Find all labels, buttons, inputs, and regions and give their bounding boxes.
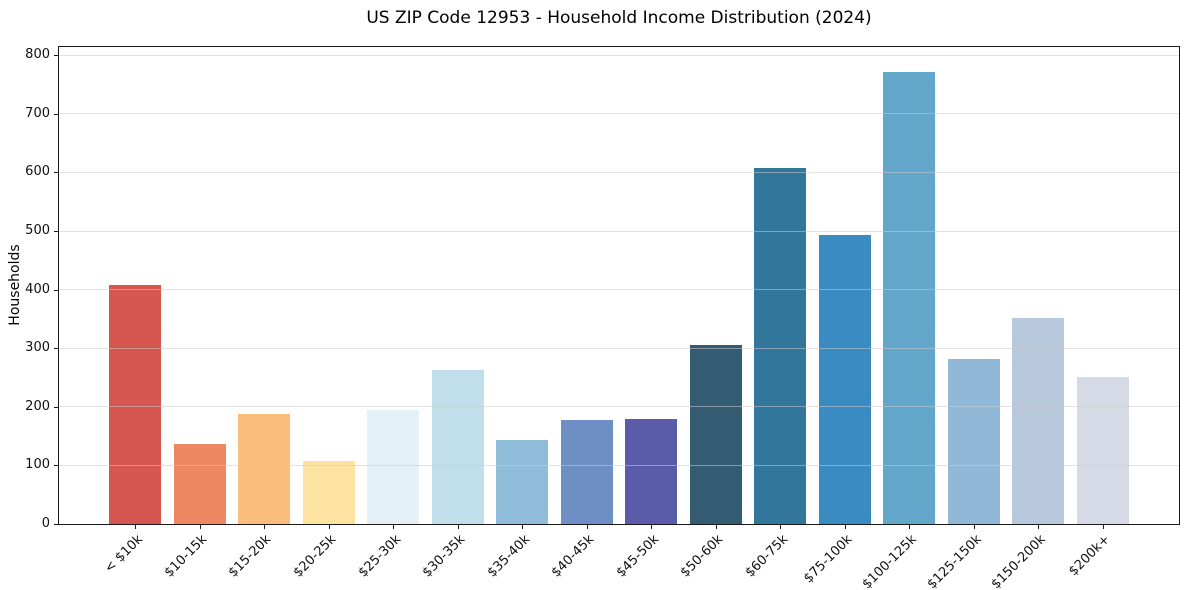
y-tick-mark (54, 55, 58, 57)
y-tick-mark (54, 348, 58, 350)
x-tick-label: $125-150k (924, 532, 985, 590)
x-tick-mark (393, 525, 395, 529)
bar (238, 414, 291, 524)
x-tick-label: < $10k (101, 532, 146, 577)
chart-title: US ZIP Code 12953 - Household Income Dis… (366, 8, 872, 28)
x-tick-label: $200k+ (1066, 532, 1114, 580)
x-tick-label: $40-45k (548, 532, 598, 581)
y-tick-label: 0 (41, 516, 50, 531)
y-tick-label: 300 (25, 340, 50, 356)
x-tick-label: $150-200k (988, 532, 1050, 590)
bar (302, 461, 355, 524)
x-tick-label: $75-100k (801, 532, 856, 587)
gridline (59, 464, 1179, 466)
gridline (59, 171, 1179, 173)
gridline (59, 54, 1179, 56)
y-tick-label: 200 (25, 398, 50, 414)
x-tick-label: $45-50k (613, 532, 662, 581)
x-tick-label: $20-25k (290, 532, 340, 581)
x-tick-mark (973, 525, 975, 529)
x-tick-label: $10-15k (161, 532, 211, 581)
y-tick-mark (54, 289, 58, 291)
gridline (59, 406, 1179, 408)
x-tick-mark (522, 525, 524, 529)
x-tick-mark (135, 525, 136, 529)
bar (496, 439, 549, 524)
bar (431, 369, 484, 524)
gridline (59, 230, 1179, 232)
x-tick-mark (199, 525, 201, 529)
x-tick-mark (651, 525, 653, 529)
y-tick-label: 400 (25, 281, 50, 297)
bar (625, 419, 678, 524)
gridline (59, 289, 1179, 291)
gridline (59, 113, 1179, 115)
y-tick-label: 100 (25, 457, 50, 473)
gridline (59, 347, 1179, 349)
x-tick-label: $15-20k (226, 532, 275, 581)
bar (947, 358, 1000, 524)
bar (173, 443, 226, 524)
x-tick-mark (264, 525, 266, 529)
x-tick-mark (715, 525, 717, 529)
y-tick-mark (54, 231, 58, 232)
y-tick-label: 500 (25, 223, 50, 238)
y-tick-mark (54, 113, 58, 115)
x-tick-label: $50-60k (677, 532, 727, 581)
bar (1012, 317, 1065, 524)
x-tick-mark (1038, 525, 1040, 529)
y-tick-label: 800 (25, 47, 50, 63)
y-tick-label: 600 (25, 164, 50, 180)
bar (109, 284, 161, 524)
x-tick-mark (1103, 525, 1104, 529)
x-tick-label: $100-125k (859, 532, 920, 590)
x-tick-label: $25-30k (355, 532, 404, 581)
y-tick-mark (54, 172, 58, 174)
x-tick-label: $60-75k (742, 532, 791, 581)
y-tick-mark (54, 465, 58, 467)
plot-area (58, 46, 1180, 525)
bar (689, 345, 742, 524)
bar (754, 167, 807, 524)
bar (818, 234, 871, 524)
x-tick-label: $30-35k (419, 532, 469, 581)
x-tick-label: $35-40k (484, 532, 533, 581)
x-tick-mark (457, 525, 459, 529)
y-tick-mark (54, 524, 58, 525)
y-tick-mark (54, 406, 58, 408)
bar (560, 419, 613, 524)
bar (883, 72, 936, 524)
y-tick-label: 700 (25, 105, 50, 121)
x-tick-mark (909, 525, 911, 529)
x-tick-mark (780, 525, 782, 529)
bar (1077, 376, 1129, 524)
x-tick-mark (586, 525, 588, 529)
x-tick-mark (844, 525, 846, 529)
x-tick-mark (328, 525, 330, 529)
bar (367, 410, 420, 524)
